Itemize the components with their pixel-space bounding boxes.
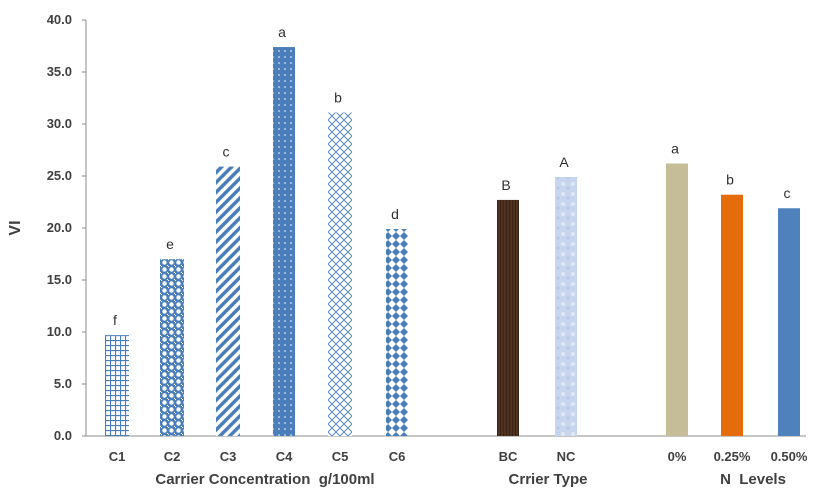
bar-c4 (273, 47, 295, 436)
y-tick-label: 25.0 (47, 168, 72, 183)
x-category-c1: C1 (109, 449, 126, 464)
bar-c3 (216, 166, 240, 436)
x-category-c3: C3 (220, 449, 237, 464)
data-label-c6: d (391, 206, 399, 222)
y-tick-label: 5.0 (54, 376, 72, 391)
data-label-bc: B (501, 177, 510, 193)
bar-0-50 (778, 208, 800, 436)
x-category-c6: C6 (389, 449, 406, 464)
y-tick-label: 0.0 (54, 428, 72, 443)
bar-0-25 (721, 194, 743, 436)
y-tick-label: 35.0 (47, 64, 72, 79)
x-category-nc: NC (557, 449, 576, 464)
group-label-carrier-type: Crrier Type (509, 471, 588, 488)
y-axis-label: VI (7, 220, 24, 235)
bar-bc (497, 199, 519, 436)
data-label-0-25: b (726, 172, 734, 188)
x-category-labels: C1 C2 C3 C4 C5 C6 BC NC 0% 0.25% 0.50% (109, 449, 808, 464)
x-category-0-50: 0.50% (771, 449, 808, 464)
x-category-c5: C5 (332, 449, 349, 464)
bar-c1 (105, 335, 129, 436)
y-tick-label: 30.0 (47, 116, 72, 131)
data-label-c4: a (278, 24, 286, 40)
x-category-bc: BC (499, 449, 518, 464)
group-labels: Carrier Concentration g/100ml Crrier Typ… (155, 471, 786, 488)
bar-nc (555, 177, 577, 437)
bars (105, 47, 800, 437)
x-category-c2: C2 (164, 449, 181, 464)
y-axis: 0.0 5.0 10.0 15.0 20.0 25.0 30.0 35.0 40.0 VI (7, 12, 87, 443)
data-label-0-50: c (784, 185, 791, 201)
data-label-c5: b (334, 90, 342, 106)
data-label-0: a (671, 141, 679, 157)
y-tick-label: 15.0 (47, 272, 72, 287)
bar-c6 (386, 229, 408, 436)
bar-0 (666, 163, 688, 436)
y-tick-label: 20.0 (47, 220, 72, 235)
data-label-c1: f (113, 312, 117, 328)
y-tick-label: 10.0 (47, 324, 72, 339)
bar-c5 (328, 112, 352, 436)
x-category-0-25: 0.25% (714, 449, 751, 464)
x-category-0: 0% (668, 449, 687, 464)
group-label-n-levels: N Levels (720, 471, 786, 488)
data-label-nc: A (559, 154, 569, 170)
y-ticks: 0.0 5.0 10.0 15.0 20.0 25.0 30.0 35.0 40.0 (47, 12, 86, 443)
bar-c2 (160, 259, 184, 436)
y-tick-label: 40.0 (47, 12, 72, 27)
x-category-c4: C4 (276, 449, 293, 464)
data-label-c3: c (223, 144, 230, 160)
group-label-carrier-concentration: Carrier Concentration g/100ml (155, 471, 374, 488)
data-label-c2: e (166, 236, 174, 252)
data-labels: f e c a b d B Aa b c (113, 24, 790, 328)
